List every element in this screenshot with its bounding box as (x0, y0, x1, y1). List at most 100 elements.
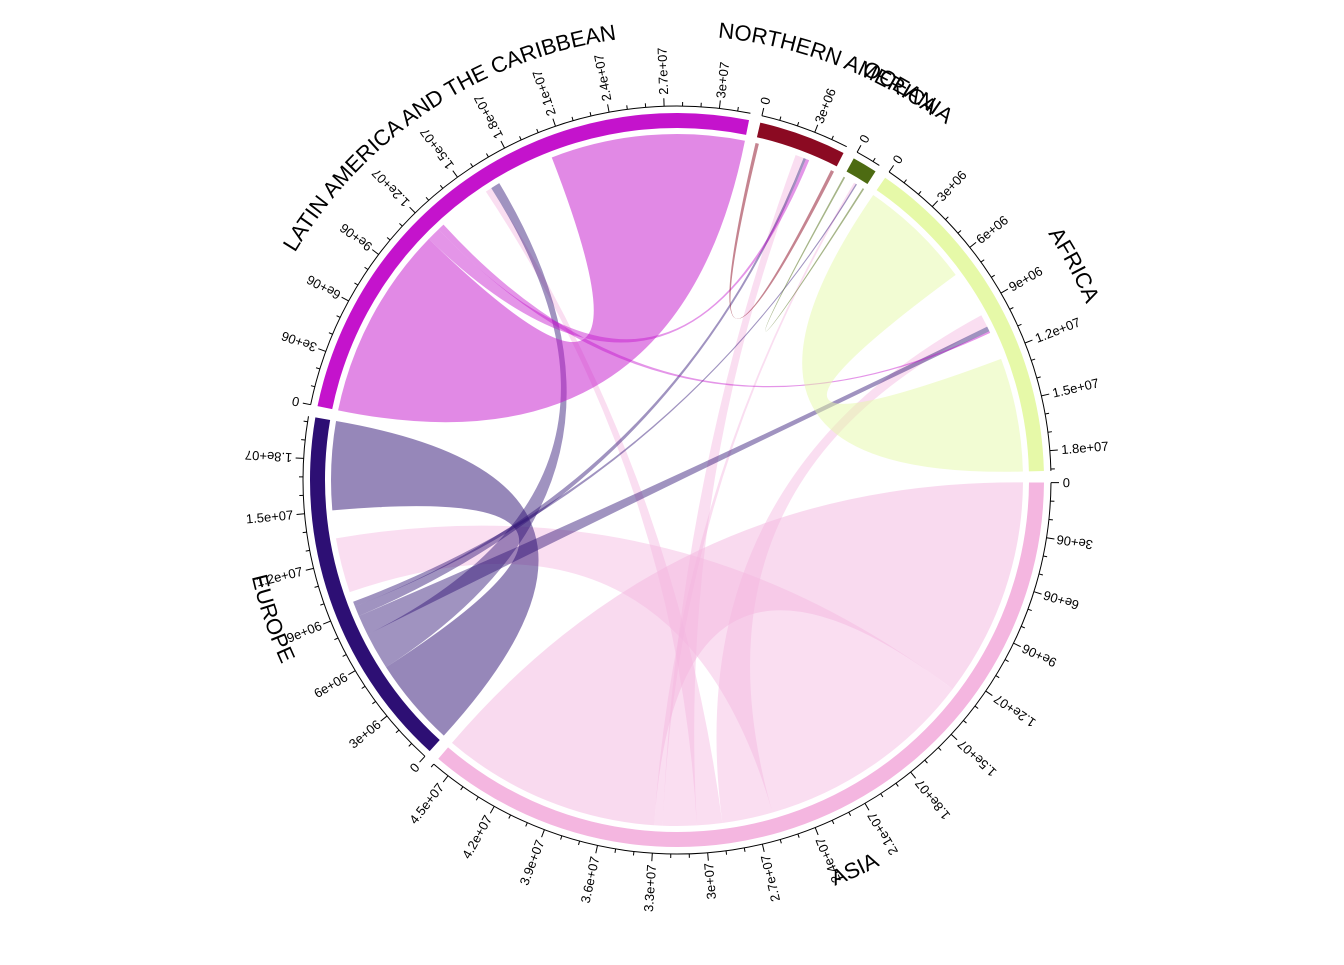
tick-minor-latin-america-and-the-caribbean (337, 316, 341, 318)
tick-label-latin-america-and-the-caribbean: 2.7e+07 (655, 47, 672, 95)
tick-major-africa (1001, 289, 1008, 293)
tick-major-europe (306, 568, 314, 570)
links-layer (331, 134, 1023, 826)
tick-minor-europe (315, 586, 319, 587)
tick-minor-asia (579, 841, 580, 845)
tick-label-asia: 3.9e+07 (517, 838, 548, 888)
tick-minor-northern-america (832, 136, 834, 140)
tick-minor-europe (396, 730, 399, 733)
tick-minor-europe (304, 421, 308, 422)
tick-major-northern-america (762, 108, 764, 116)
tick-label-asia: 4.2e+07 (459, 813, 495, 862)
tick-minor-asia (798, 834, 799, 838)
tick-minor-asia (461, 787, 463, 790)
tick-major-latin-america-and-the-caribbean (553, 119, 556, 127)
tick-label-europe: 1.8e+07 (245, 448, 293, 466)
tick-minor-latin-america-and-the-caribbean (627, 105, 628, 109)
tick-major-latin-america-and-the-caribbean (501, 141, 505, 148)
tick-major-asia (815, 828, 818, 835)
tick-major-asia (911, 772, 916, 778)
tick-minor-latin-america-and-the-caribbean (399, 223, 402, 226)
tick-major-latin-america-and-the-caribbean (318, 349, 326, 352)
sector-label-europe: EUROPE (247, 572, 300, 667)
tick-label-asia: 3e+07 (701, 862, 719, 900)
tick-minor-asia (1039, 574, 1043, 575)
tick-minor-asia (925, 760, 928, 763)
sector-label-oceania: OCEANIA (859, 56, 958, 129)
tick-label-northern-america: 3e+06 (812, 86, 839, 125)
tick-major-oceania (857, 145, 861, 152)
tick-major-asia (762, 844, 764, 852)
tick-minor-asia (938, 748, 941, 751)
tick-label-africa: 0 (890, 152, 906, 166)
tick-major-asia (1047, 538, 1055, 539)
tick-label-asia: 2.7e+07 (758, 854, 783, 904)
tick-minor-latin-america-and-the-caribbean (316, 368, 320, 369)
tick-minor-latin-america-and-the-caribbean (440, 185, 443, 188)
tick-major-africa (1050, 450, 1058, 451)
tick-label-asia: 4.5e+07 (406, 780, 447, 827)
tick-minor-africa (1010, 308, 1014, 310)
tick-major-latin-america-and-the-caribbean (410, 207, 416, 213)
tick-minor-asia (1021, 626, 1025, 628)
tick-minor-asia (832, 820, 834, 824)
tick-label-asia: 3.3e+07 (641, 864, 659, 912)
tick-minor-latin-america-and-the-caribbean (486, 154, 488, 157)
tick-minor-latin-america-and-the-caribbean (311, 386, 315, 387)
tick-minor-asia (881, 794, 883, 797)
tick-minor-asia (476, 797, 478, 800)
tick-major-asia (443, 776, 448, 782)
tick-minor-asia (526, 823, 528, 827)
tick-minor-latin-america-and-the-caribbean (520, 136, 522, 140)
tick-minor-africa (981, 260, 984, 262)
tick-minor-asia (726, 851, 727, 855)
tick-label-latin-america-and-the-caribbean: 3e+07 (713, 61, 732, 99)
tick-major-latin-america-and-the-caribbean (342, 297, 349, 301)
tick-major-africa (1041, 394, 1049, 396)
tick-label-africa: 1.2e+07 (1033, 314, 1083, 345)
tick-minor-northern-america (797, 122, 798, 126)
tick-label-latin-america-and-the-caribbean: 3e+06 (279, 328, 318, 355)
tick-minor-europe (334, 638, 338, 640)
tick-major-latin-america-and-the-caribbean (608, 104, 609, 112)
tick-label-latin-america-and-the-caribbean: 6e+06 (304, 272, 343, 303)
tick-label-latin-america-and-the-caribbean: 1.2e+07 (369, 166, 413, 210)
tick-major-europe (323, 621, 330, 624)
tick-label-oceania: 0 (856, 132, 873, 146)
tick-label-northern-america: 0 (757, 96, 773, 106)
sector-arc-oceania (847, 158, 876, 184)
tick-label-asia: 1.8e+07 (912, 776, 953, 822)
tick-label-europe: 6e+06 (311, 669, 350, 701)
tick-minor-latin-america-and-the-caribbean (572, 117, 573, 121)
tick-major-europe (348, 671, 355, 675)
tick-major-asia (1034, 592, 1042, 594)
tick-major-latin-america-and-the-caribbean (453, 171, 458, 177)
tick-major-europe (381, 716, 387, 721)
tick-label-latin-america-and-the-caribbean: 1.8e+07 (471, 92, 506, 141)
tick-minor-northern-america (780, 117, 781, 121)
tick-minor-asia (561, 836, 562, 840)
tick-minor-africa (1018, 324, 1022, 326)
tick-minor-asia (1005, 660, 1009, 662)
tick-minor-asia (509, 815, 511, 819)
tick-minor-asia (896, 783, 898, 786)
tick-minor-asia (975, 706, 978, 708)
tick-major-asia (652, 853, 653, 861)
tick-minor-latin-america-and-the-caribbean (471, 163, 473, 166)
tick-minor-asia (996, 676, 999, 678)
tick-label-asia: 6e+06 (1041, 588, 1080, 613)
tick-label-latin-america-and-the-caribbean: 0 (291, 394, 301, 410)
tick-major-asia (490, 806, 494, 813)
tick-major-europe (297, 514, 305, 515)
tick-minor-africa (904, 180, 906, 183)
tick-minor-asia (780, 839, 781, 843)
tick-label-asia: 1.5e+07 (954, 737, 999, 780)
tick-major-africa (932, 201, 937, 207)
tick-minor-asia (615, 849, 616, 853)
tick-label-latin-america-and-the-caribbean: 2.1e+07 (529, 68, 559, 118)
tick-minor-africa (1048, 432, 1052, 433)
tick-minor-latin-america-and-the-caribbean (738, 107, 739, 111)
tick-major-latin-america-and-the-caribbean (303, 403, 311, 405)
